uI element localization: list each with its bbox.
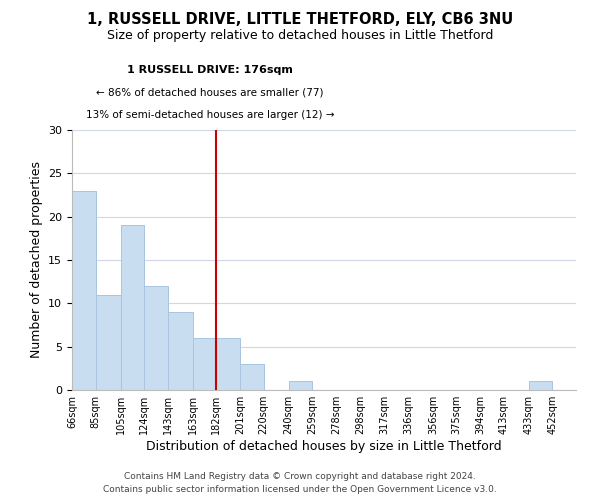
Bar [193,338,217,390]
Bar [95,294,121,390]
Text: Contains HM Land Registry data © Crown copyright and database right 2024.: Contains HM Land Registry data © Crown c… [124,472,476,481]
Bar [121,226,144,390]
Text: Size of property relative to detached houses in Little Thetford: Size of property relative to detached ho… [107,29,493,42]
Bar [217,338,240,390]
Bar [289,382,312,390]
Bar [168,312,193,390]
Bar [144,286,168,390]
Text: 13% of semi-detached houses are larger (12) →: 13% of semi-detached houses are larger (… [86,110,334,120]
Y-axis label: Number of detached properties: Number of detached properties [29,162,43,358]
Text: 1, RUSSELL DRIVE, LITTLE THETFORD, ELY, CB6 3NU: 1, RUSSELL DRIVE, LITTLE THETFORD, ELY, … [87,12,513,28]
Bar [529,382,553,390]
Text: 1 RUSSELL DRIVE: 176sqm: 1 RUSSELL DRIVE: 176sqm [127,65,293,75]
Bar [72,190,95,390]
X-axis label: Distribution of detached houses by size in Little Thetford: Distribution of detached houses by size … [146,440,502,453]
Text: ← 86% of detached houses are smaller (77): ← 86% of detached houses are smaller (77… [96,88,324,98]
Text: Contains public sector information licensed under the Open Government Licence v3: Contains public sector information licen… [103,485,497,494]
Bar [240,364,263,390]
